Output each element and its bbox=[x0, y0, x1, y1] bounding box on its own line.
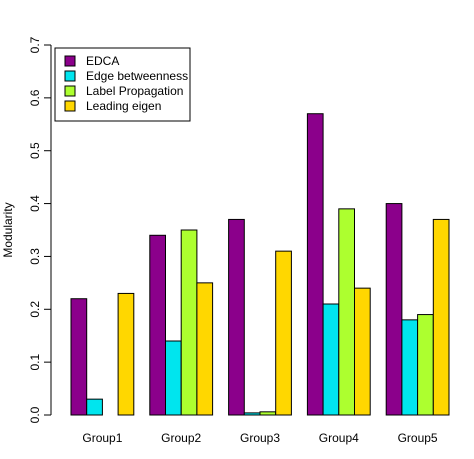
y-tick-label: 0.5 bbox=[28, 142, 42, 159]
bar-group3-edca bbox=[228, 218, 245, 416]
legend-label: Label Propagation bbox=[86, 84, 183, 98]
legend-swatch bbox=[64, 70, 76, 82]
bar-group2-label-propagation bbox=[180, 229, 198, 416]
legend-swatch bbox=[64, 85, 76, 97]
y-tick-label: 0.1 bbox=[28, 353, 42, 370]
legend-swatch bbox=[64, 100, 76, 112]
bar-group2-edca bbox=[149, 234, 167, 416]
y-tick-label: 0.3 bbox=[28, 248, 42, 265]
bar-group4-edge-betweenness bbox=[322, 303, 340, 416]
y-tick-label: 0.0 bbox=[28, 406, 42, 423]
legend-label: Leading eigen bbox=[86, 99, 161, 113]
x-tick-label: Group3 bbox=[240, 431, 280, 445]
y-tick-label: 0.6 bbox=[28, 89, 42, 106]
bar-group3-leading-eigen bbox=[275, 250, 292, 416]
bar-group4-edca bbox=[306, 113, 324, 416]
legend-label: EDCA bbox=[86, 54, 119, 68]
legend-box bbox=[54, 47, 191, 122]
bars bbox=[70, 113, 450, 416]
legend-swatch bbox=[64, 55, 76, 67]
x-tick-label: Group1 bbox=[82, 431, 122, 445]
x-axis: Group1 Group2 Group3 Group4 Group5 bbox=[82, 431, 438, 445]
y-axis-title: Modularity bbox=[1, 202, 15, 257]
y-tick-label: 0.4 bbox=[28, 195, 42, 212]
bar-group4-label-propagation bbox=[338, 208, 355, 416]
bar-group5-edca bbox=[385, 203, 403, 416]
bar-group2-leading-eigen bbox=[196, 282, 214, 416]
x-tick-label: Group4 bbox=[319, 431, 359, 445]
bar-group5-leading-eigen bbox=[432, 218, 450, 416]
bar-group1-leading-eigen bbox=[117, 292, 135, 416]
bar-group5-edge-betweenness bbox=[401, 319, 419, 416]
x-tick-label: Group2 bbox=[161, 431, 201, 445]
bar-group4-leading-eigen bbox=[354, 287, 371, 416]
bar-group3-edge-betweenness bbox=[243, 412, 261, 416]
x-tick-label: Group5 bbox=[398, 431, 438, 445]
bar-group2-edge-betweenness bbox=[165, 340, 182, 416]
y-tick-label: 0.2 bbox=[28, 301, 42, 318]
legend-label: Edge betweenness bbox=[86, 69, 188, 83]
bar-group1-edge-betweenness bbox=[86, 398, 103, 416]
y-axis: 0.0 0.1 0.2 0.3 0.4 0.5 0.6 0.7 bbox=[28, 36, 52, 423]
bar-group1-edca bbox=[70, 298, 88, 416]
bar-group5-label-propagation bbox=[417, 314, 434, 416]
bar-group3-label-propagation bbox=[259, 411, 277, 416]
y-tick-label: 0.7 bbox=[28, 36, 42, 53]
